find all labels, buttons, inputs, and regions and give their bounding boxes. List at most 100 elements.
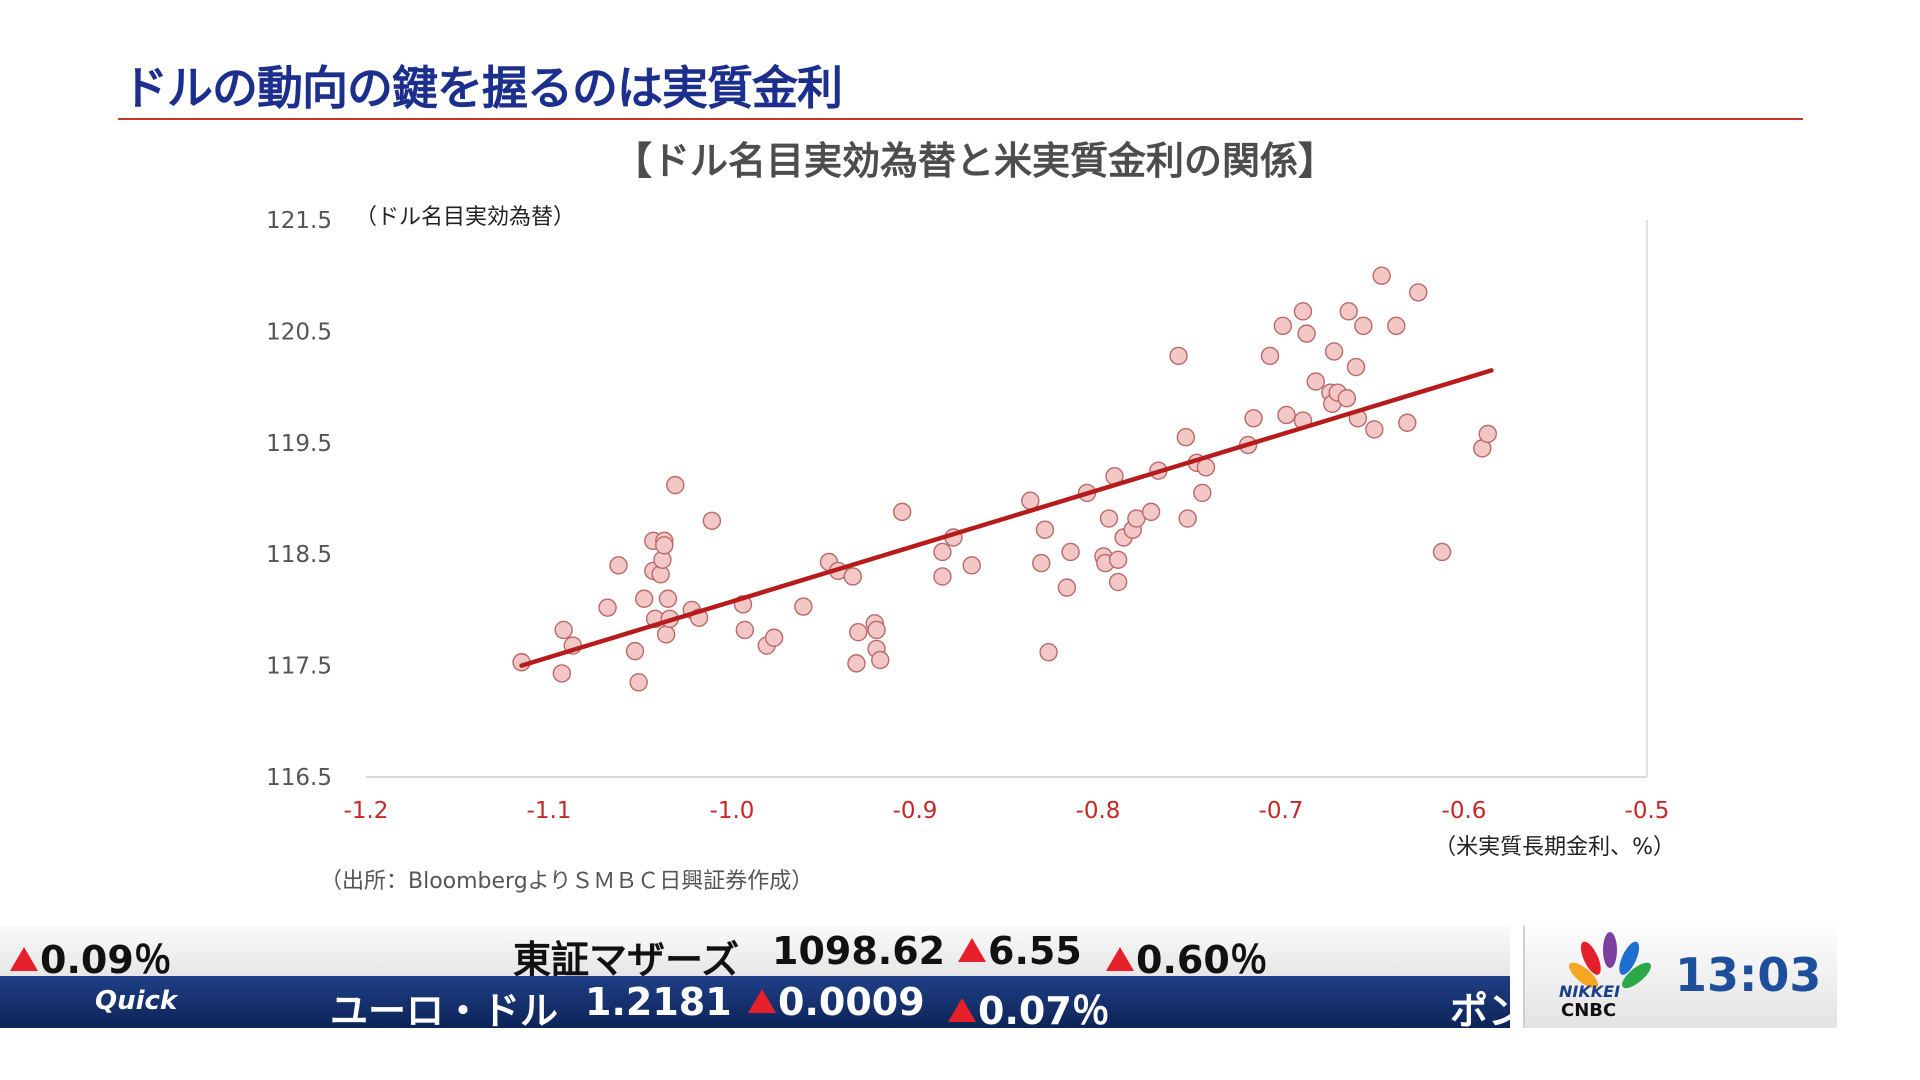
data-point xyxy=(655,536,674,555)
x-tick-label: -1.1 xyxy=(527,798,572,824)
cnbc-logo-text: CNBC xyxy=(1561,1000,1617,1021)
nikkei-logo-text: NIKKEI xyxy=(1559,982,1621,1001)
ticker-index-change: 6.55 xyxy=(958,929,1082,973)
data-point xyxy=(1306,372,1325,391)
data-point xyxy=(1324,342,1344,361)
ticker-fx-change-value: 0.0009 xyxy=(778,980,925,1024)
data-point xyxy=(1193,483,1212,503)
data-point xyxy=(735,620,755,640)
data-point xyxy=(629,673,648,692)
y-tick-label: 120.5 xyxy=(266,319,332,345)
data-point xyxy=(552,664,572,683)
data-point xyxy=(962,556,981,575)
ticker-fx-name: ユーロ・ドル xyxy=(330,989,559,1028)
data-point xyxy=(847,654,866,673)
data-point xyxy=(1099,509,1119,528)
data-point xyxy=(1337,389,1357,408)
quick-logo: Quick xyxy=(95,986,178,1016)
y-tick-label: 121.5 xyxy=(266,208,332,234)
chart-svg: 【ドル名目実効為替と米実質金利の関係】 （ドル名目実効為替） （米実質長期金利、… xyxy=(266,139,1675,894)
data-point xyxy=(871,650,890,670)
y-tick-label: 119.5 xyxy=(266,431,332,457)
ticker-upper-row: 0.09％ 東証マザーズ 1098.62 6.55 0.60％ xyxy=(0,926,1510,982)
data-point xyxy=(1108,572,1128,592)
ticker-index-change-pct-value: 0.60％ xyxy=(1136,938,1268,982)
data-point xyxy=(1365,420,1384,439)
data-point xyxy=(1176,428,1196,447)
ticker-fx-change-pct-value: 0.07％ xyxy=(978,989,1110,1028)
data-point xyxy=(1057,578,1077,597)
clock-time: 13:03 xyxy=(1675,948,1822,1002)
ticker-fx-value: 1.2181 xyxy=(585,980,732,1024)
slide-headline: ドルの動向の鍵を握るのは実質金利 xyxy=(122,61,843,115)
x-tick-label: -1.2 xyxy=(344,798,389,824)
up-triangle-icon xyxy=(958,938,986,962)
data-point xyxy=(764,628,784,647)
data-point xyxy=(554,620,573,640)
x-tick-label: -0.9 xyxy=(893,798,938,824)
data-point xyxy=(849,622,868,642)
data-point xyxy=(1061,542,1080,562)
data-point xyxy=(1039,643,1058,662)
data-point xyxy=(1035,520,1055,539)
data-point xyxy=(625,641,645,661)
data-point xyxy=(1409,283,1428,302)
data-point xyxy=(1169,346,1188,366)
network-logo-clock: NIKKEI CNBC 13:03 xyxy=(1523,926,1837,1028)
ticker-next-item: ポン xyxy=(1450,989,1510,1028)
data-point xyxy=(1260,346,1280,366)
data-point xyxy=(658,589,678,608)
data-point xyxy=(1354,316,1373,336)
data-point xyxy=(702,511,722,530)
data-point xyxy=(1297,324,1316,343)
data-point xyxy=(609,556,628,575)
data-point xyxy=(1293,302,1313,321)
y-tick-label: 118.5 xyxy=(266,542,332,568)
headline-underline xyxy=(118,118,1803,120)
up-triangle-icon xyxy=(1106,947,1134,971)
ticker-left-change: 0.09％ xyxy=(10,929,172,984)
x-tick-label: -0.5 xyxy=(1625,798,1670,824)
data-point xyxy=(1244,409,1263,428)
ticker-left-pct: 0.09％ xyxy=(40,938,172,982)
chart-title: 【ドル名目実効為替と米実質金利の関係】 xyxy=(614,139,1336,183)
x-tick-label: -0.8 xyxy=(1076,798,1121,824)
data-point xyxy=(1372,266,1391,285)
data-point xyxy=(843,567,862,586)
data-point xyxy=(656,625,676,644)
data-point xyxy=(1141,502,1161,522)
data-point xyxy=(1178,509,1197,528)
ticker-lower-row: Quick ユーロ・ドル 1.2181 0.0009 0.07％ ポン xyxy=(0,976,1510,1028)
data-point xyxy=(1108,550,1128,569)
up-triangle-icon xyxy=(10,947,38,971)
data-point xyxy=(1346,357,1366,377)
data-point xyxy=(1032,553,1051,573)
data-point xyxy=(666,475,685,495)
up-triangle-icon xyxy=(948,998,976,1022)
data-point xyxy=(634,589,654,608)
data-point xyxy=(892,502,912,522)
data-point xyxy=(1387,316,1406,336)
y-tick-label: 116.5 xyxy=(266,765,332,791)
data-point xyxy=(1277,405,1296,425)
up-triangle-icon xyxy=(748,989,776,1013)
ticker-index-value: 1098.62 xyxy=(772,929,946,973)
trend-line xyxy=(519,368,1494,668)
data-point xyxy=(598,598,617,617)
x-axis-label: （米実質長期金利、%） xyxy=(1434,835,1675,860)
data-point xyxy=(933,567,952,586)
data-point xyxy=(1432,542,1452,562)
data-point xyxy=(933,542,952,562)
ticker-index-change-pct: 0.60％ xyxy=(1106,929,1268,984)
peacock-icon xyxy=(1569,932,1651,989)
data-point xyxy=(1398,413,1417,432)
y-axis-label: （ドル名目実効為替） xyxy=(355,205,575,230)
ticker-index-change-value: 6.55 xyxy=(988,929,1082,973)
source-note: （出所：BloombergよりＳＭＢＣ日興証券作成） xyxy=(320,869,813,894)
data-point xyxy=(1478,424,1497,444)
ticker-fx-change: 0.0009 xyxy=(748,980,925,1024)
x-tick-label: -1.0 xyxy=(710,798,755,824)
ticker-fx-change-pct: 0.07％ xyxy=(948,980,1110,1028)
data-point xyxy=(794,597,813,616)
